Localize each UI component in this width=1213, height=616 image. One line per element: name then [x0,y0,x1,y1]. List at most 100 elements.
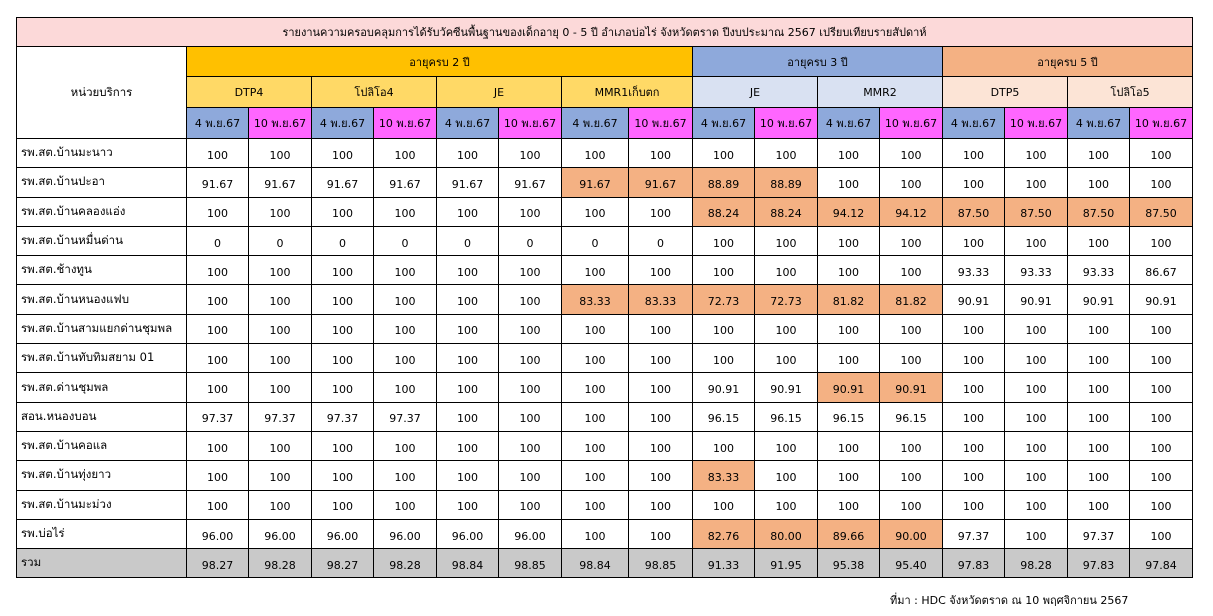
coverage-cell: 100 [1129,225,1193,257]
unit-name: รพ.บ่อไร่ [16,518,187,550]
coverage-cell: 81.82 [879,284,943,315]
date-header-second: 10 พ.ย.67 [754,107,818,139]
unit-name: รพ.สต.บ้านหนองแฟบ [16,284,187,315]
coverage-cell: 100 [879,430,943,462]
coverage-cell: 100 [879,489,943,520]
table-row: รพ.สต.บ้านหมื่นด่าน 0 0 0 0 0 0 0 0 100 100 100 100 1… [16,225,1193,257]
coverage-cell: 100 [628,401,693,432]
coverage-cell: 93.33 [1004,255,1068,286]
total-row: รวม 98.27 98.28 98.27 98.28 98.84 98.85 98.84 98… [16,548,1193,579]
coverage-cell: 100 [186,372,249,403]
coverage-cell: 90.91 [1067,284,1130,315]
coverage-cell: 83.33 [692,460,755,491]
coverage-cell: 100 [311,284,374,315]
coverage-cell: 87.50 [942,196,1005,227]
coverage-cell: 100 [436,284,499,315]
vaccine-dtp5: DTP5 [942,76,1068,108]
vaccine-polio5: โปลิโอ5 [1067,76,1193,108]
coverage-cell: 100 [498,489,562,520]
coverage-cell: 83.33 [561,284,629,315]
age-group-5y: อายุครบ 5 ปี [942,46,1193,77]
coverage-cell: 100 [561,255,629,286]
date-header-first: 4 พ.ย.67 [692,107,755,139]
table-row: รพ.สต.ด่านชุมพล 100 100 100 100 100 100 100 100 9… [16,372,1193,403]
coverage-cell: 100 [817,225,880,257]
table-row: รพ.สต.บ้านคลองแอ่ง 100 100 100 100 100 100 100 1… [16,196,1193,227]
coverage-cell: 100 [1004,313,1068,345]
unit-name: รพ.สต.ด่านชุมพล [16,372,187,403]
coverage-cell: 100 [754,460,818,491]
coverage-cell: 100 [498,255,562,286]
coverage-cell: 100 [1004,401,1068,432]
coverage-cell: 100 [498,372,562,403]
table-row: รพ.สต.บ้านทับทิมสยาม 01 100 100 100 100 100 10… [16,343,1193,374]
coverage-cell: 0 [186,225,249,257]
coverage-cell: 100 [498,430,562,462]
table-row: รพ.สต.บ้านคอแล 100 100 100 100 100 100 100 100 10… [16,430,1193,462]
coverage-cell: 90.00 [879,518,943,550]
coverage-cell: 100 [436,401,499,432]
coverage-cell: 96.00 [436,518,499,550]
coverage-cell: 91.67 [498,167,562,198]
coverage-cell: 88.89 [754,167,818,198]
unit-name: รพ.สต.บ้านสามแยกด่านชุมพล [16,313,187,345]
coverage-cell: 96.15 [817,401,880,432]
coverage-cell: 91.67 [436,167,499,198]
coverage-cell: 100 [436,430,499,462]
coverage-cell: 100 [754,225,818,257]
unit-name: รพ.สต.บ้านทุ่งยาว [16,460,187,491]
coverage-cell: 100 [186,430,249,462]
source-note: ที่มา : HDC จังหวัดตราด ณ 10 พฤศจิกายน 2… [890,594,1129,607]
coverage-cell: 100 [942,401,1005,432]
coverage-cell: 100 [628,137,693,169]
coverage-cell: 100 [248,137,312,169]
date-header-first: 4 พ.ย.67 [186,107,249,139]
coverage-cell: 97.37 [311,401,374,432]
report-table-wrapper: รายงานความครอบคลุมการได้รับวัคซีนพื้นฐาน… [16,17,1193,579]
coverage-cell: 91.67 [561,167,629,198]
coverage-cell: 100 [1129,137,1193,169]
coverage-cell: 100 [498,343,562,374]
coverage-cell: 100 [561,518,629,550]
coverage-cell: 100 [373,430,437,462]
unit-name: รพ.สต.ช้างทูน [16,255,187,286]
coverage-cell: 100 [373,372,437,403]
unit-name: รพ.สต.บ้านคอแล [16,430,187,462]
coverage-cell: 87.50 [1129,196,1193,227]
coverage-cell: 91.67 [373,167,437,198]
coverage-cell: 100 [1004,372,1068,403]
coverage-cell: 100 [692,225,755,257]
total-cell: 98.28 [1004,548,1068,579]
coverage-cell: 100 [1004,225,1068,257]
coverage-cell: 97.37 [1067,518,1130,550]
coverage-cell: 100 [248,343,312,374]
coverage-cell: 94.12 [879,196,943,227]
table-row: รพ.สต.บ้านมะนาว 100 100 100 100 100 100 100 100 1… [16,137,1193,169]
coverage-cell: 100 [561,489,629,520]
coverage-cell: 100 [942,343,1005,374]
coverage-cell: 100 [1067,313,1130,345]
total-cell: 91.95 [754,548,818,579]
coverage-cell: 100 [248,255,312,286]
table-row: รพ.สต.บ้านปะอา 91.67 91.67 91.67 91.67 91.67 9… [16,167,1193,198]
coverage-cell: 100 [879,343,943,374]
coverage-cell: 100 [942,372,1005,403]
coverage-cell: 100 [311,430,374,462]
coverage-cell: 100 [1129,489,1193,520]
coverage-cell: 100 [1067,460,1130,491]
total-cell: 98.28 [373,548,437,579]
coverage-cell: 100 [1067,225,1130,257]
coverage-cell: 100 [1129,343,1193,374]
date-header-first: 4 พ.ย.67 [311,107,374,139]
coverage-cell: 100 [817,430,880,462]
total-cell: 98.27 [311,548,374,579]
coverage-cell: 100 [373,460,437,491]
vaccine-dtp4: DTP4 [186,76,312,108]
coverage-cell: 100 [879,313,943,345]
coverage-cell: 96.15 [754,401,818,432]
coverage-cell: 100 [1067,167,1130,198]
coverage-cell: 100 [1067,489,1130,520]
table-row: รพ.บ่อไร่ 96.00 96.00 96.00 96.00 96.00 96.00 1… [16,518,1193,550]
total-label: รวม [16,548,187,579]
coverage-cell: 97.37 [373,401,437,432]
